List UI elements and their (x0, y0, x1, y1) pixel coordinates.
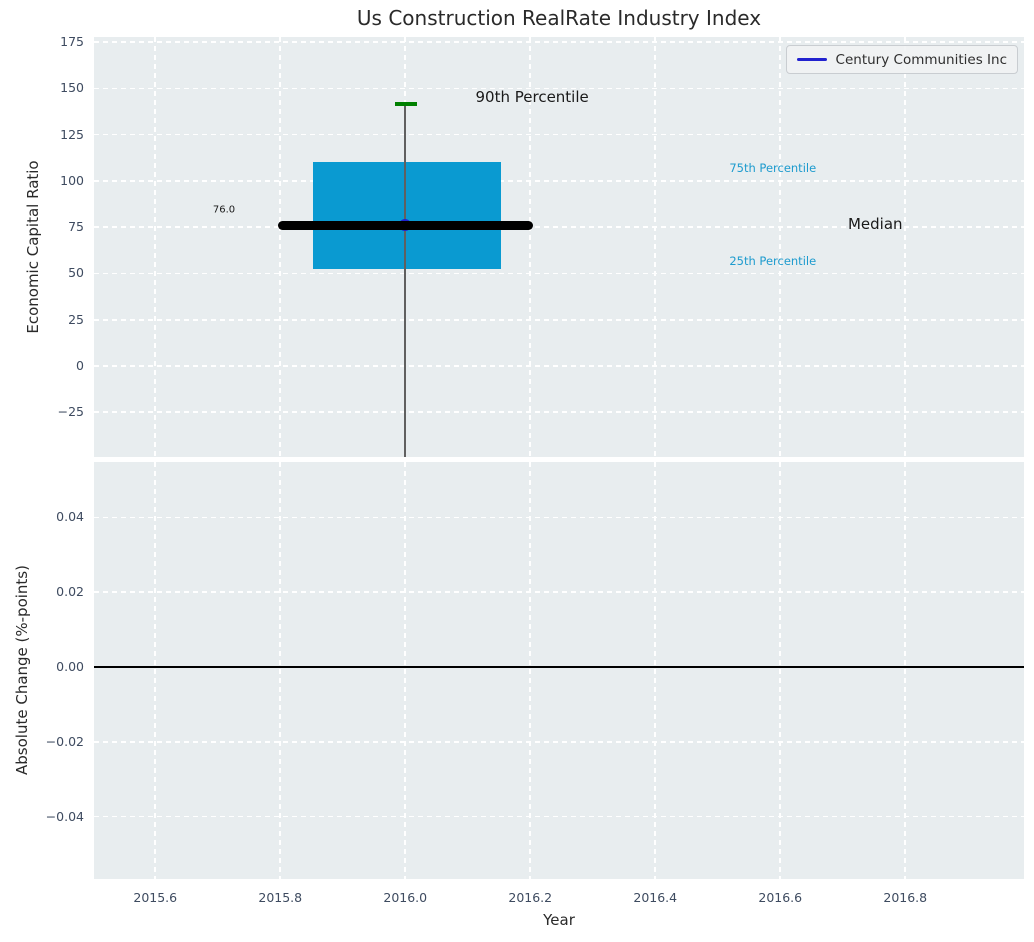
x-gridline (904, 462, 907, 879)
y-tick-label: −25 (57, 404, 84, 420)
y-tick-label: 0.02 (56, 584, 84, 600)
y-gridline (94, 815, 1024, 818)
y-tick-label: 0.00 (56, 658, 84, 674)
x-gridline (654, 37, 657, 457)
y-gridline (94, 318, 1024, 321)
x-tick-label: 2016.2 (508, 890, 553, 905)
iqr-box (312, 161, 501, 269)
axes-economic-capital-ratio: Century Communities Inc 76.0 90th Percent… (94, 37, 1024, 457)
x-gridline (279, 462, 282, 879)
y-tick-label: −0.02 (45, 733, 84, 749)
annotation-76-0: 76.0 (212, 204, 236, 216)
y-gridline (94, 272, 1024, 275)
x-gridline (779, 462, 782, 879)
y-gridline (94, 87, 1024, 90)
whisker-line (404, 104, 407, 457)
y-tick-label: 0 (76, 357, 84, 373)
y-tick-label: 50 (68, 265, 84, 281)
y-gridline (94, 516, 1024, 519)
annotation-75th-percentile: 75th Percentile (729, 160, 817, 175)
annotation-median: Median (847, 214, 903, 233)
y-gridline (94, 591, 1024, 593)
x-gridline (404, 462, 407, 879)
annotation-25th-percentile: 25th Percentile (729, 254, 817, 269)
y-tick-label: 125 (60, 126, 84, 142)
y-gridline (94, 180, 1024, 182)
x-gridline (154, 37, 157, 457)
zero-line (94, 665, 1024, 668)
x-axis-label-year: Year (543, 911, 575, 929)
x-tick-label: 2016.4 (633, 890, 678, 905)
median-line (277, 220, 533, 230)
annotation-90th-percentile: 90th Percentile (475, 87, 589, 106)
legend-line-sample (796, 58, 827, 61)
x-tick-label: 2016.6 (758, 890, 803, 905)
p90-cap (394, 102, 417, 106)
legend: Century Communities Inc (785, 45, 1018, 74)
x-tick-label: 2015.8 (258, 890, 303, 905)
x-tick-label: 2015.6 (133, 890, 178, 905)
y-tick-label: −0.04 (45, 808, 84, 824)
y-tick-label: 100 (60, 172, 84, 188)
y-gridline (94, 365, 1024, 367)
y-tick-label: 75 (68, 219, 84, 235)
x-gridline (279, 37, 282, 457)
y-gridline (94, 226, 1024, 228)
x-gridline (779, 37, 782, 457)
y-gridline (94, 411, 1024, 414)
x-tick-label: 2016.8 (883, 890, 928, 905)
x-tick-label: 2016.0 (383, 890, 428, 905)
y-tick-label: 150 (60, 80, 84, 96)
y-gridline (94, 740, 1024, 743)
y-tick-label: 175 (60, 34, 84, 50)
y-gridline (94, 133, 1024, 136)
x-gridline (529, 462, 532, 879)
x-gridline (529, 37, 532, 457)
y-gridline (94, 41, 1024, 43)
chart-title: Us Construction RealRate Industry Index (356, 6, 762, 30)
y-tick-label: 25 (68, 311, 84, 327)
axes-absolute-change (94, 462, 1024, 879)
legend-label: Century Communities Inc (835, 51, 1007, 68)
x-gridline (154, 462, 157, 879)
x-gridline (904, 37, 907, 457)
x-gridline (654, 462, 657, 879)
y-tick-label: 0.04 (56, 509, 84, 525)
